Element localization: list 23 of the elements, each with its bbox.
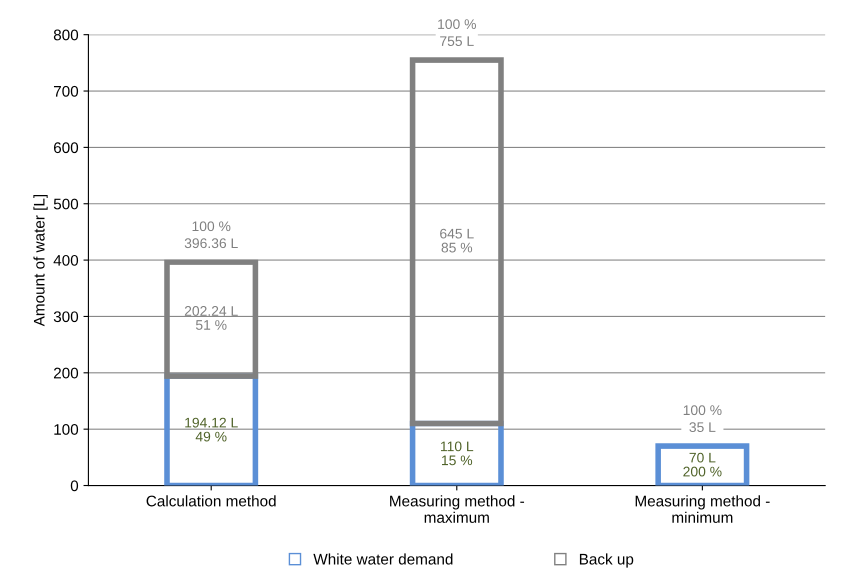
legend-label: Back up [580,553,634,568]
data-label: 202.24 L 51 % [184,306,238,330]
y-tick-label: 300 [54,311,78,322]
y-tick-label: 0 [70,480,78,492]
y-tick-label: 200 [54,368,78,378]
data-label: 645 L 85 % [440,228,474,252]
y-tick-label: 500 [54,198,78,210]
y-tick-label: 600 [54,142,78,154]
total-label: 100 % 396.36 L [184,221,238,248]
y-axis-title: Amount of water [L] [33,194,48,326]
x-tick-label: Measuring method - maximum [390,495,524,523]
total-label: 100 % 755 L [438,19,476,46]
y-tick-label: 800 [54,30,78,40]
legend-label: White water demand [313,553,452,565]
data-label: 70 L 200 % [683,452,722,476]
x-tick-label: Calculation method [146,495,276,506]
total-label: 100 % 35 L [684,405,722,432]
y-tick-label: 700 [54,86,78,97]
data-label: 194.12 L 49 % [185,418,238,442]
y-tick-label: 400 [54,254,78,266]
y-tick-label: 100 [54,424,78,435]
x-tick-label: Measuring method - minimum [636,495,770,523]
data-label: 110 L 15 % [440,441,474,466]
